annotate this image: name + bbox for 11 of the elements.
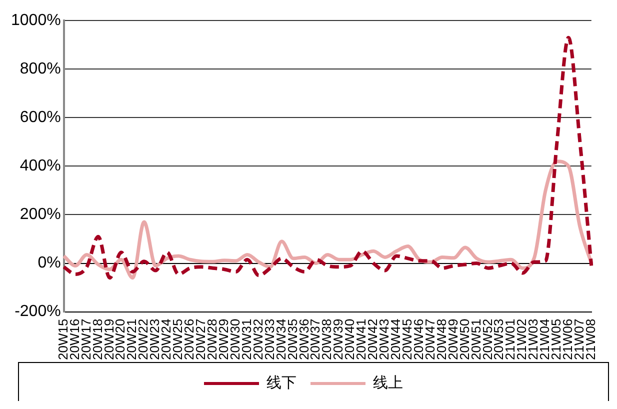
line-series — [62, 36, 594, 280]
y-tick-label: -200% — [14, 303, 61, 320]
y-tick-label: 1000% — [10, 12, 61, 30]
y-tick-label: 0% — [38, 254, 61, 272]
y-tick-label: 800% — [20, 60, 61, 78]
legend-label: 线上 — [373, 374, 403, 392]
y-tick-label: 200% — [20, 206, 61, 224]
line-series — [62, 160, 594, 280]
y-tick-label: 400% — [20, 158, 61, 175]
y-tick-label: 600% — [20, 109, 61, 126]
legend-label: 线下 — [266, 374, 296, 392]
